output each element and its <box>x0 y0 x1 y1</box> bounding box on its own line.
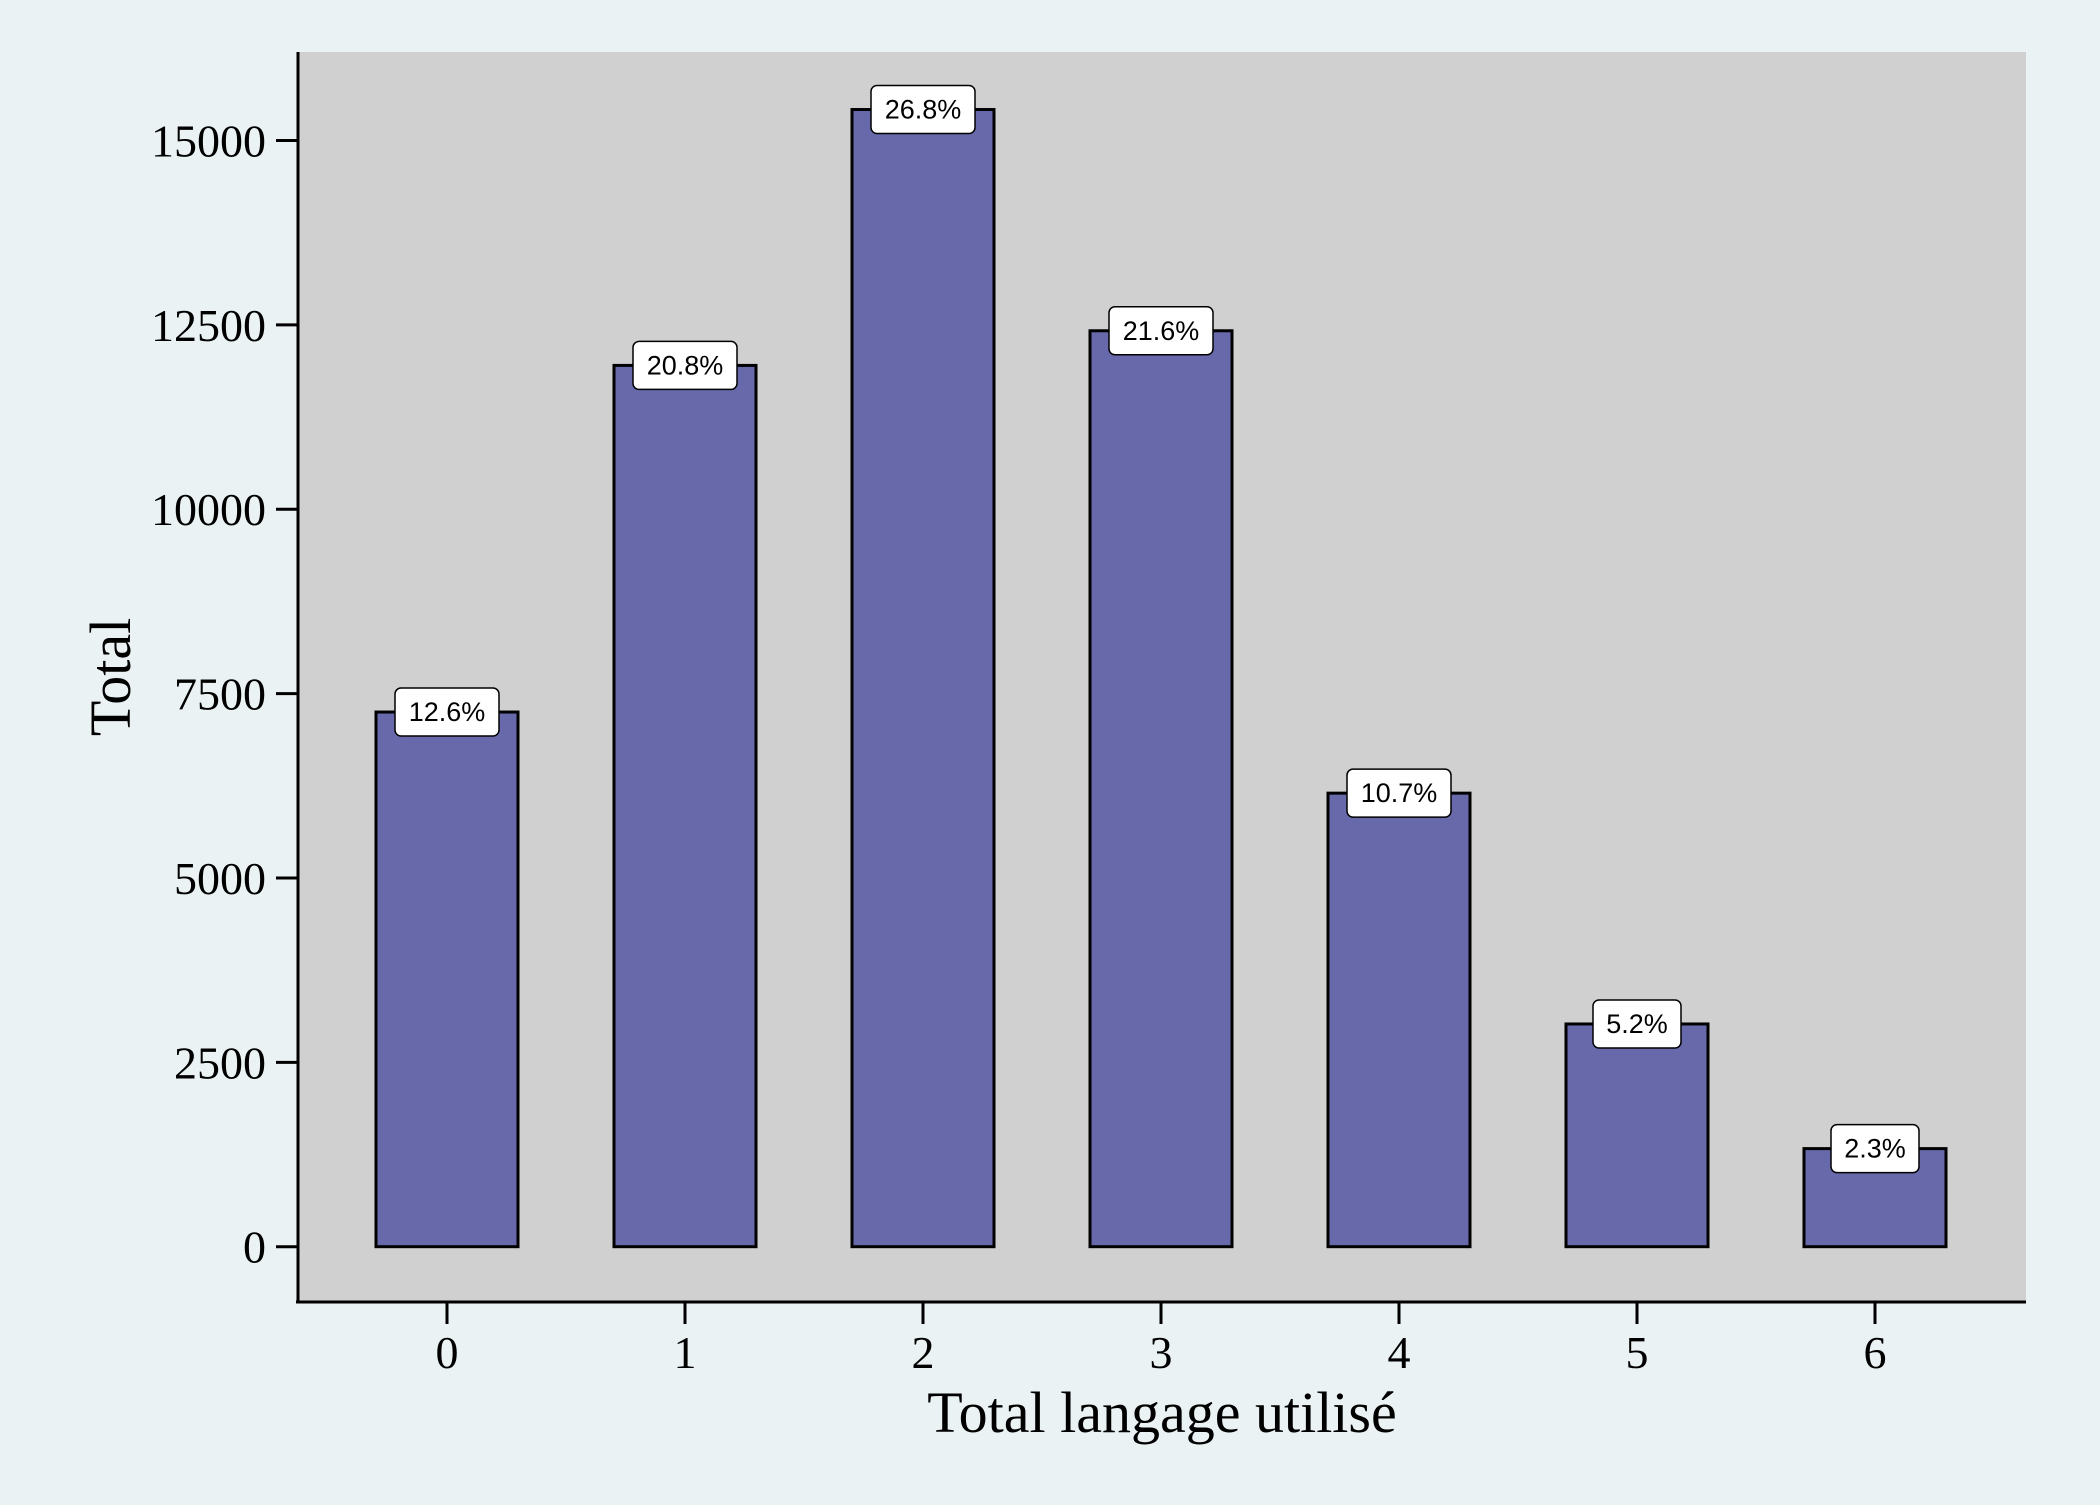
bar-4 <box>1326 791 1472 1249</box>
x-tick-label-6: 6 <box>1864 1327 1887 1378</box>
x-tick-label-1: 1 <box>674 1327 697 1378</box>
y-tick-label-15000: 15000 <box>151 115 266 166</box>
data-label-3: 21.6% <box>1123 316 1200 346</box>
bar-3 <box>1088 329 1234 1249</box>
bar-0 <box>374 710 520 1249</box>
y-tick-label-7500: 7500 <box>174 669 266 720</box>
data-label-box-1 <box>632 340 738 391</box>
x-tick-label-5: 5 <box>1626 1327 1649 1378</box>
bars-layer <box>374 108 1948 1249</box>
y-tick-label-12500: 12500 <box>151 300 266 351</box>
bar-2 <box>850 108 996 1249</box>
data-label-box-0 <box>394 687 500 737</box>
data-label-box-5 <box>1592 999 1682 1049</box>
x-tick-label-2: 2 <box>912 1327 935 1378</box>
x-tick-label-4: 4 <box>1388 1327 1411 1378</box>
y-tick-label-10000: 10000 <box>151 484 266 535</box>
y-ticks-layer: 0 2500 5000 7500 10000 12500 15000 <box>151 115 298 1273</box>
x-tick-label-0: 0 <box>436 1327 459 1378</box>
data-label-4: 10.7% <box>1361 778 1438 808</box>
bar-5 <box>1564 1022 1710 1249</box>
x-tick-label-3: 3 <box>1150 1327 1173 1378</box>
data-label-box-6 <box>1830 1123 1920 1174</box>
bar-1 <box>612 363 758 1249</box>
y-tick-label-2500: 2500 <box>174 1037 266 1088</box>
data-label-6: 2.3% <box>1844 1134 1906 1164</box>
x-ticks-layer: 0 1 2 3 4 5 6 <box>436 1302 1887 1378</box>
data-label-1: 20.8% <box>647 350 724 380</box>
y-tick-label-5000: 5000 <box>174 853 266 904</box>
data-label-box-2 <box>870 84 976 135</box>
data-label-5: 5.2% <box>1606 1009 1668 1039</box>
data-labels-layer: 12.6% 20.8% 26.8% 21.6% 10.7% 5.2% 2.3% <box>394 84 1920 1174</box>
data-label-box-4 <box>1346 768 1452 818</box>
y-axis-title: Total <box>78 618 143 736</box>
data-label-0: 12.6% <box>409 697 486 727</box>
data-label-box-3 <box>1108 306 1214 356</box>
x-axis-title: Total langage utilisé <box>927 1380 1396 1445</box>
y-tick-label-0: 0 <box>243 1222 266 1273</box>
data-label-2: 26.8% <box>885 95 962 125</box>
